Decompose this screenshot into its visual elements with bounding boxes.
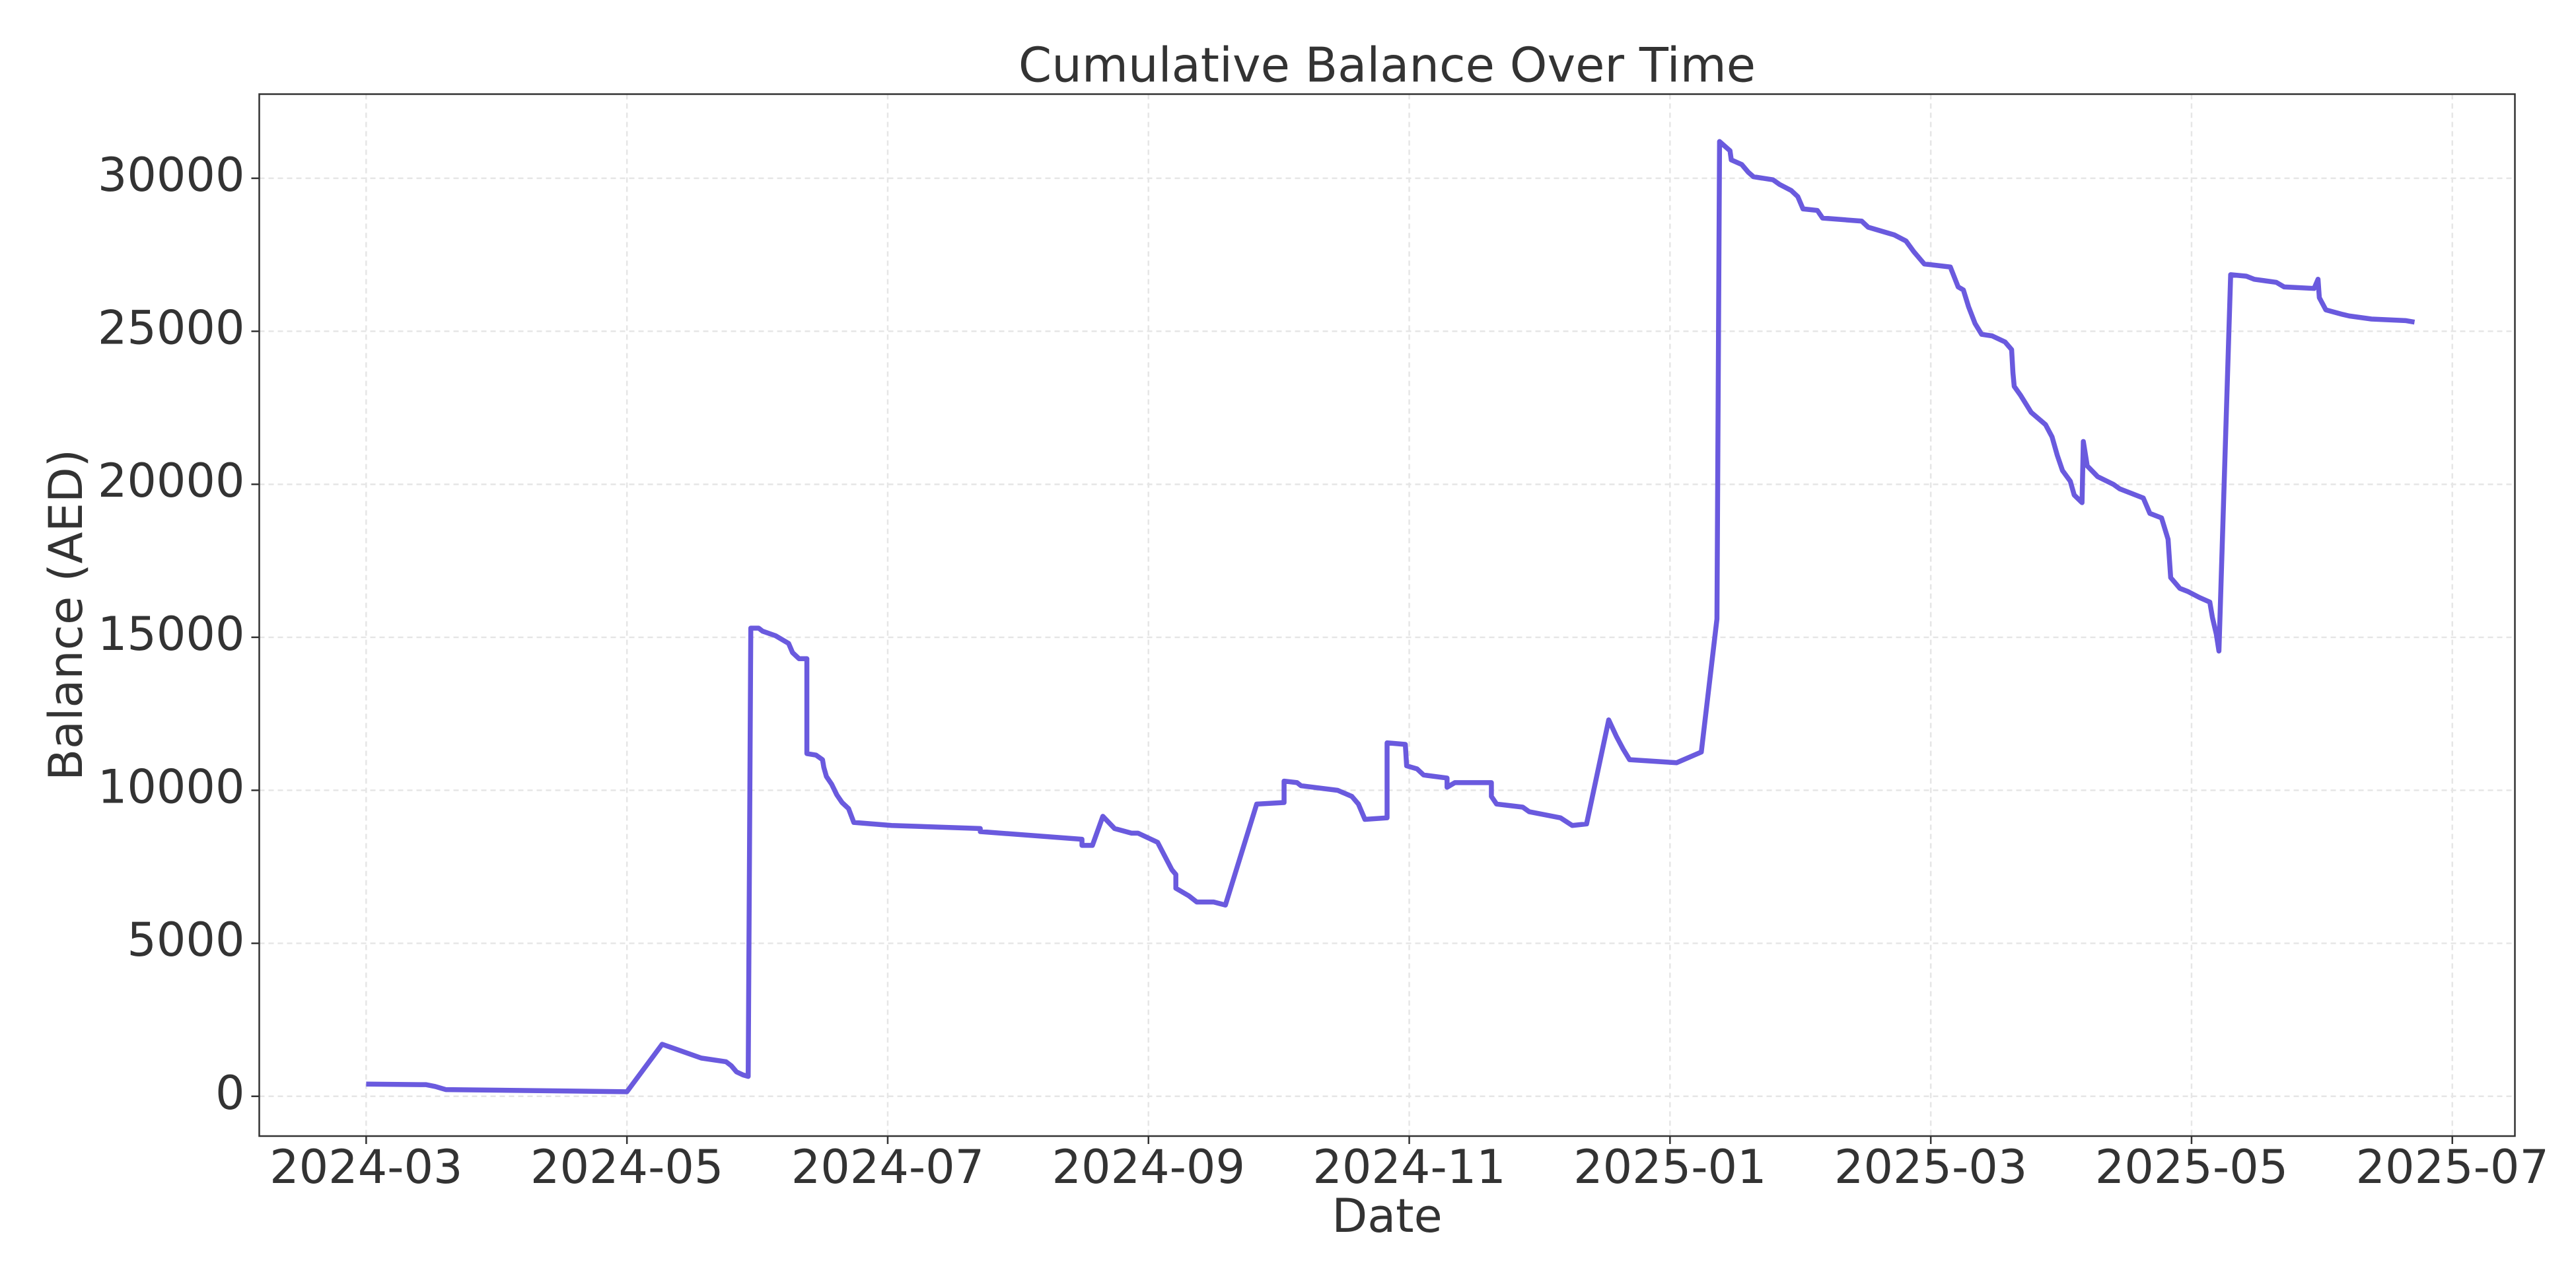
y-tick-label: 15000 xyxy=(98,607,245,661)
x-tick-label: 2024-07 xyxy=(791,1140,984,1194)
x-tick-label: 2025-03 xyxy=(1834,1140,2027,1194)
balance-line xyxy=(366,139,2415,1094)
chart-title: Cumulative Balance Over Time xyxy=(1019,38,1756,93)
x-axis-label: Date xyxy=(1332,1189,1442,1243)
plot-frame xyxy=(258,93,2516,1137)
x-tick-label: 2024-03 xyxy=(269,1140,462,1194)
y-tick-label: 20000 xyxy=(98,454,245,508)
x-tick-label: 2024-11 xyxy=(1312,1140,1505,1194)
y-tick-label: 10000 xyxy=(98,760,245,814)
x-tick-label: 2025-05 xyxy=(2095,1140,2288,1194)
y-tick-label: 25000 xyxy=(98,301,245,355)
x-tick-label: 2025-01 xyxy=(1573,1140,1766,1194)
y-axis-label: Balance (AED) xyxy=(39,449,93,781)
y-tick-label: 5000 xyxy=(127,913,244,967)
y-tick-label: 0 xyxy=(215,1066,245,1120)
y-tick-label: 30000 xyxy=(98,148,245,202)
x-tick-label: 2024-05 xyxy=(530,1140,723,1194)
x-tick-label: 2024-09 xyxy=(1052,1140,1245,1194)
x-tick-label: 2025-07 xyxy=(2356,1140,2549,1194)
